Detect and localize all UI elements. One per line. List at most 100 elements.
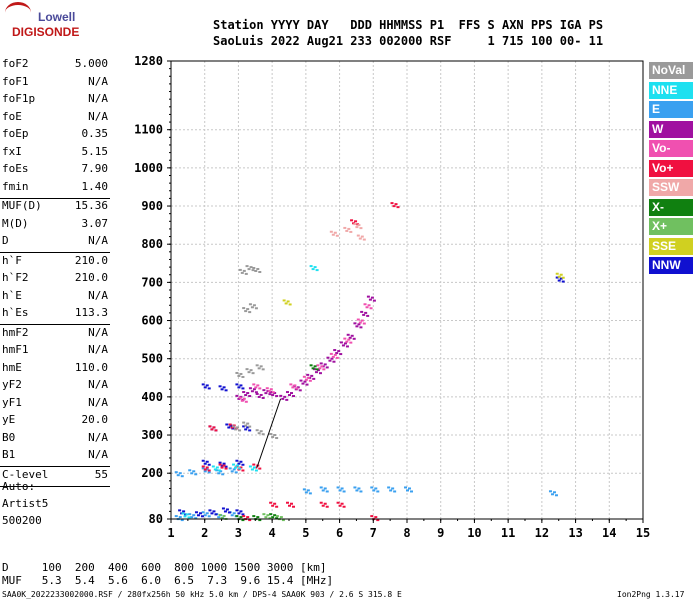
echo-point — [192, 470, 196, 473]
echo-point — [322, 368, 326, 371]
echo-point — [301, 382, 305, 385]
echo-point — [331, 233, 335, 236]
echo-point — [325, 490, 329, 493]
echo-point — [408, 487, 411, 490]
param-key: h`E — [2, 288, 22, 302]
param-row: hmF1 N/A — [2, 343, 108, 360]
echo-point — [244, 428, 248, 431]
x-tick-label: 5 — [302, 526, 309, 540]
logo-digisonde: DIGISONDE — [12, 25, 80, 39]
echo-point — [232, 468, 236, 471]
echo-point — [268, 517, 272, 520]
echo-point — [387, 486, 391, 489]
echo-point — [250, 468, 254, 471]
legend-item-noval: NoVal — [649, 62, 693, 79]
param-value: 5.15 — [81, 144, 109, 158]
param-value: 7.90 — [81, 162, 109, 175]
echo-point — [273, 434, 277, 437]
param-row: yE 20.0 — [2, 413, 108, 430]
echo-point — [320, 365, 324, 368]
param-key: fxI — [2, 144, 22, 158]
echo-point — [222, 464, 226, 467]
param-key: foF2 — [2, 57, 29, 70]
echo-point — [326, 356, 330, 359]
echo-point — [318, 372, 322, 375]
echo-point — [180, 519, 184, 522]
param-key: hmF1 — [2, 343, 29, 356]
param-value: 110.0 — [74, 360, 108, 374]
echo-point — [311, 367, 315, 370]
echo-point — [228, 423, 232, 426]
echo-point — [366, 314, 370, 317]
echo-point — [271, 391, 275, 394]
echo-point — [283, 395, 287, 398]
echo-point — [239, 372, 243, 375]
y-tick-label: 400 — [141, 390, 163, 404]
legend-item-nne: NNE — [649, 81, 693, 99]
legend-item-w: W — [649, 120, 693, 138]
echo-point — [234, 466, 238, 469]
echo-point — [203, 514, 207, 517]
legend-item-ssw: SSW — [649, 179, 693, 196]
param-key: yF1 — [2, 395, 22, 409]
chart-marks — [174, 202, 565, 522]
trace-line — [256, 398, 282, 468]
echo-point — [248, 303, 252, 306]
echo-point — [239, 466, 243, 469]
echo-point — [225, 508, 229, 511]
x-tick-label: 6 — [336, 526, 343, 540]
echo-point — [238, 429, 242, 432]
echo-point — [222, 462, 226, 465]
param-row: MUF(D) 15.36 — [2, 199, 108, 216]
echo-point — [374, 487, 378, 490]
legend-item-nnw: NNW — [649, 257, 693, 274]
echo-point — [262, 513, 266, 516]
echo-point — [205, 468, 209, 471]
echo-point — [255, 392, 259, 395]
echo-point — [319, 501, 323, 504]
echo-point — [275, 517, 279, 520]
echo-point — [288, 394, 291, 397]
echo-point — [355, 325, 359, 328]
echo-point — [275, 437, 279, 440]
echo-point — [279, 516, 283, 519]
chart-axes: 1 2 3 4 5 6 7 8 9 10 11 12 13 14 158020030040050060070… — [134, 54, 650, 540]
echo-point — [235, 371, 239, 374]
echo-point — [218, 513, 222, 516]
echo-point — [205, 512, 209, 515]
echo-point — [339, 341, 343, 344]
echo-point — [264, 392, 268, 395]
echo-point — [389, 489, 393, 492]
echo-point — [220, 388, 224, 391]
echo-point — [256, 268, 260, 271]
param-value: N/A — [88, 395, 108, 409]
auto-label: Auto: — [2, 480, 36, 493]
param-row: foF2 5.000 — [2, 57, 108, 74]
param-row: hmF2 N/A — [2, 326, 108, 343]
echo-point — [318, 367, 322, 370]
param-row: h`E N/A — [2, 289, 108, 306]
y-tick-label: 300 — [141, 428, 163, 442]
echo-point — [328, 359, 332, 362]
echo-point — [190, 516, 194, 519]
echo-point — [345, 229, 349, 232]
echo-point — [279, 394, 283, 397]
echo-point — [284, 302, 288, 305]
x-tick-label: 11 — [501, 526, 515, 540]
echo-point — [252, 388, 256, 391]
legend-item-vo: Vo+ — [649, 159, 693, 177]
param-value: N/A — [88, 448, 108, 461]
echo-point — [211, 465, 215, 468]
echo-point — [286, 391, 289, 394]
x-tick-label: 7 — [370, 526, 377, 540]
echo-point — [245, 368, 249, 371]
echo-point — [248, 429, 252, 432]
x-tick-label: 13 — [568, 526, 582, 540]
echo-point — [246, 392, 250, 395]
echo-point — [360, 319, 364, 322]
echo-point — [349, 341, 353, 344]
echo-point — [348, 336, 352, 339]
echo-point — [362, 238, 366, 241]
echo-point — [236, 426, 240, 429]
echo-point — [246, 422, 250, 425]
